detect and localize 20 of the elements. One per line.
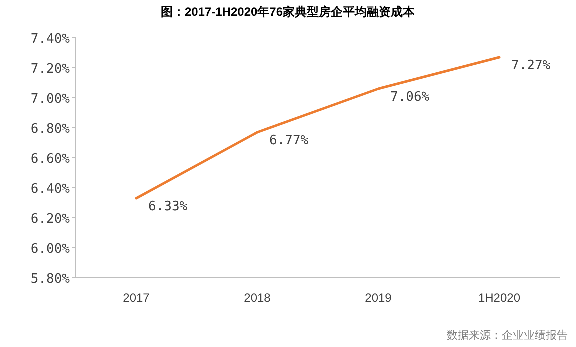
- y-tick-label: 6.80%: [30, 122, 70, 137]
- data-label: 7.27%: [512, 58, 551, 74]
- chart-title: 图：2017-1H2020年76家典型房企平均融资成本: [160, 5, 416, 19]
- data-label: 6.77%: [270, 134, 309, 148]
- data-label: 6.33%: [148, 200, 188, 214]
- data-label: 7.06%: [390, 90, 430, 105]
- line-series: [135, 56, 501, 200]
- source-note: 数据来源：企业业绩报告: [447, 329, 568, 342]
- y-tick-label: 6.00%: [30, 242, 70, 257]
- x-tick-label: 1H2020: [478, 291, 521, 305]
- x-tick-label: 2019: [365, 291, 392, 305]
- y-tick-label: 5.80%: [30, 272, 70, 287]
- x-tick-label: 2018: [244, 291, 272, 305]
- y-tick-label: 6.40%: [30, 182, 70, 197]
- y-tick-label: 6.60%: [30, 152, 70, 167]
- y-tick-label: 7.00%: [30, 92, 70, 107]
- y-tick-label: 7.20%: [30, 62, 70, 77]
- x-tick-label: 2017: [123, 291, 150, 305]
- y-tick-label: 6.20%: [30, 212, 70, 227]
- y-tick-label: 7.40%: [30, 32, 70, 47]
